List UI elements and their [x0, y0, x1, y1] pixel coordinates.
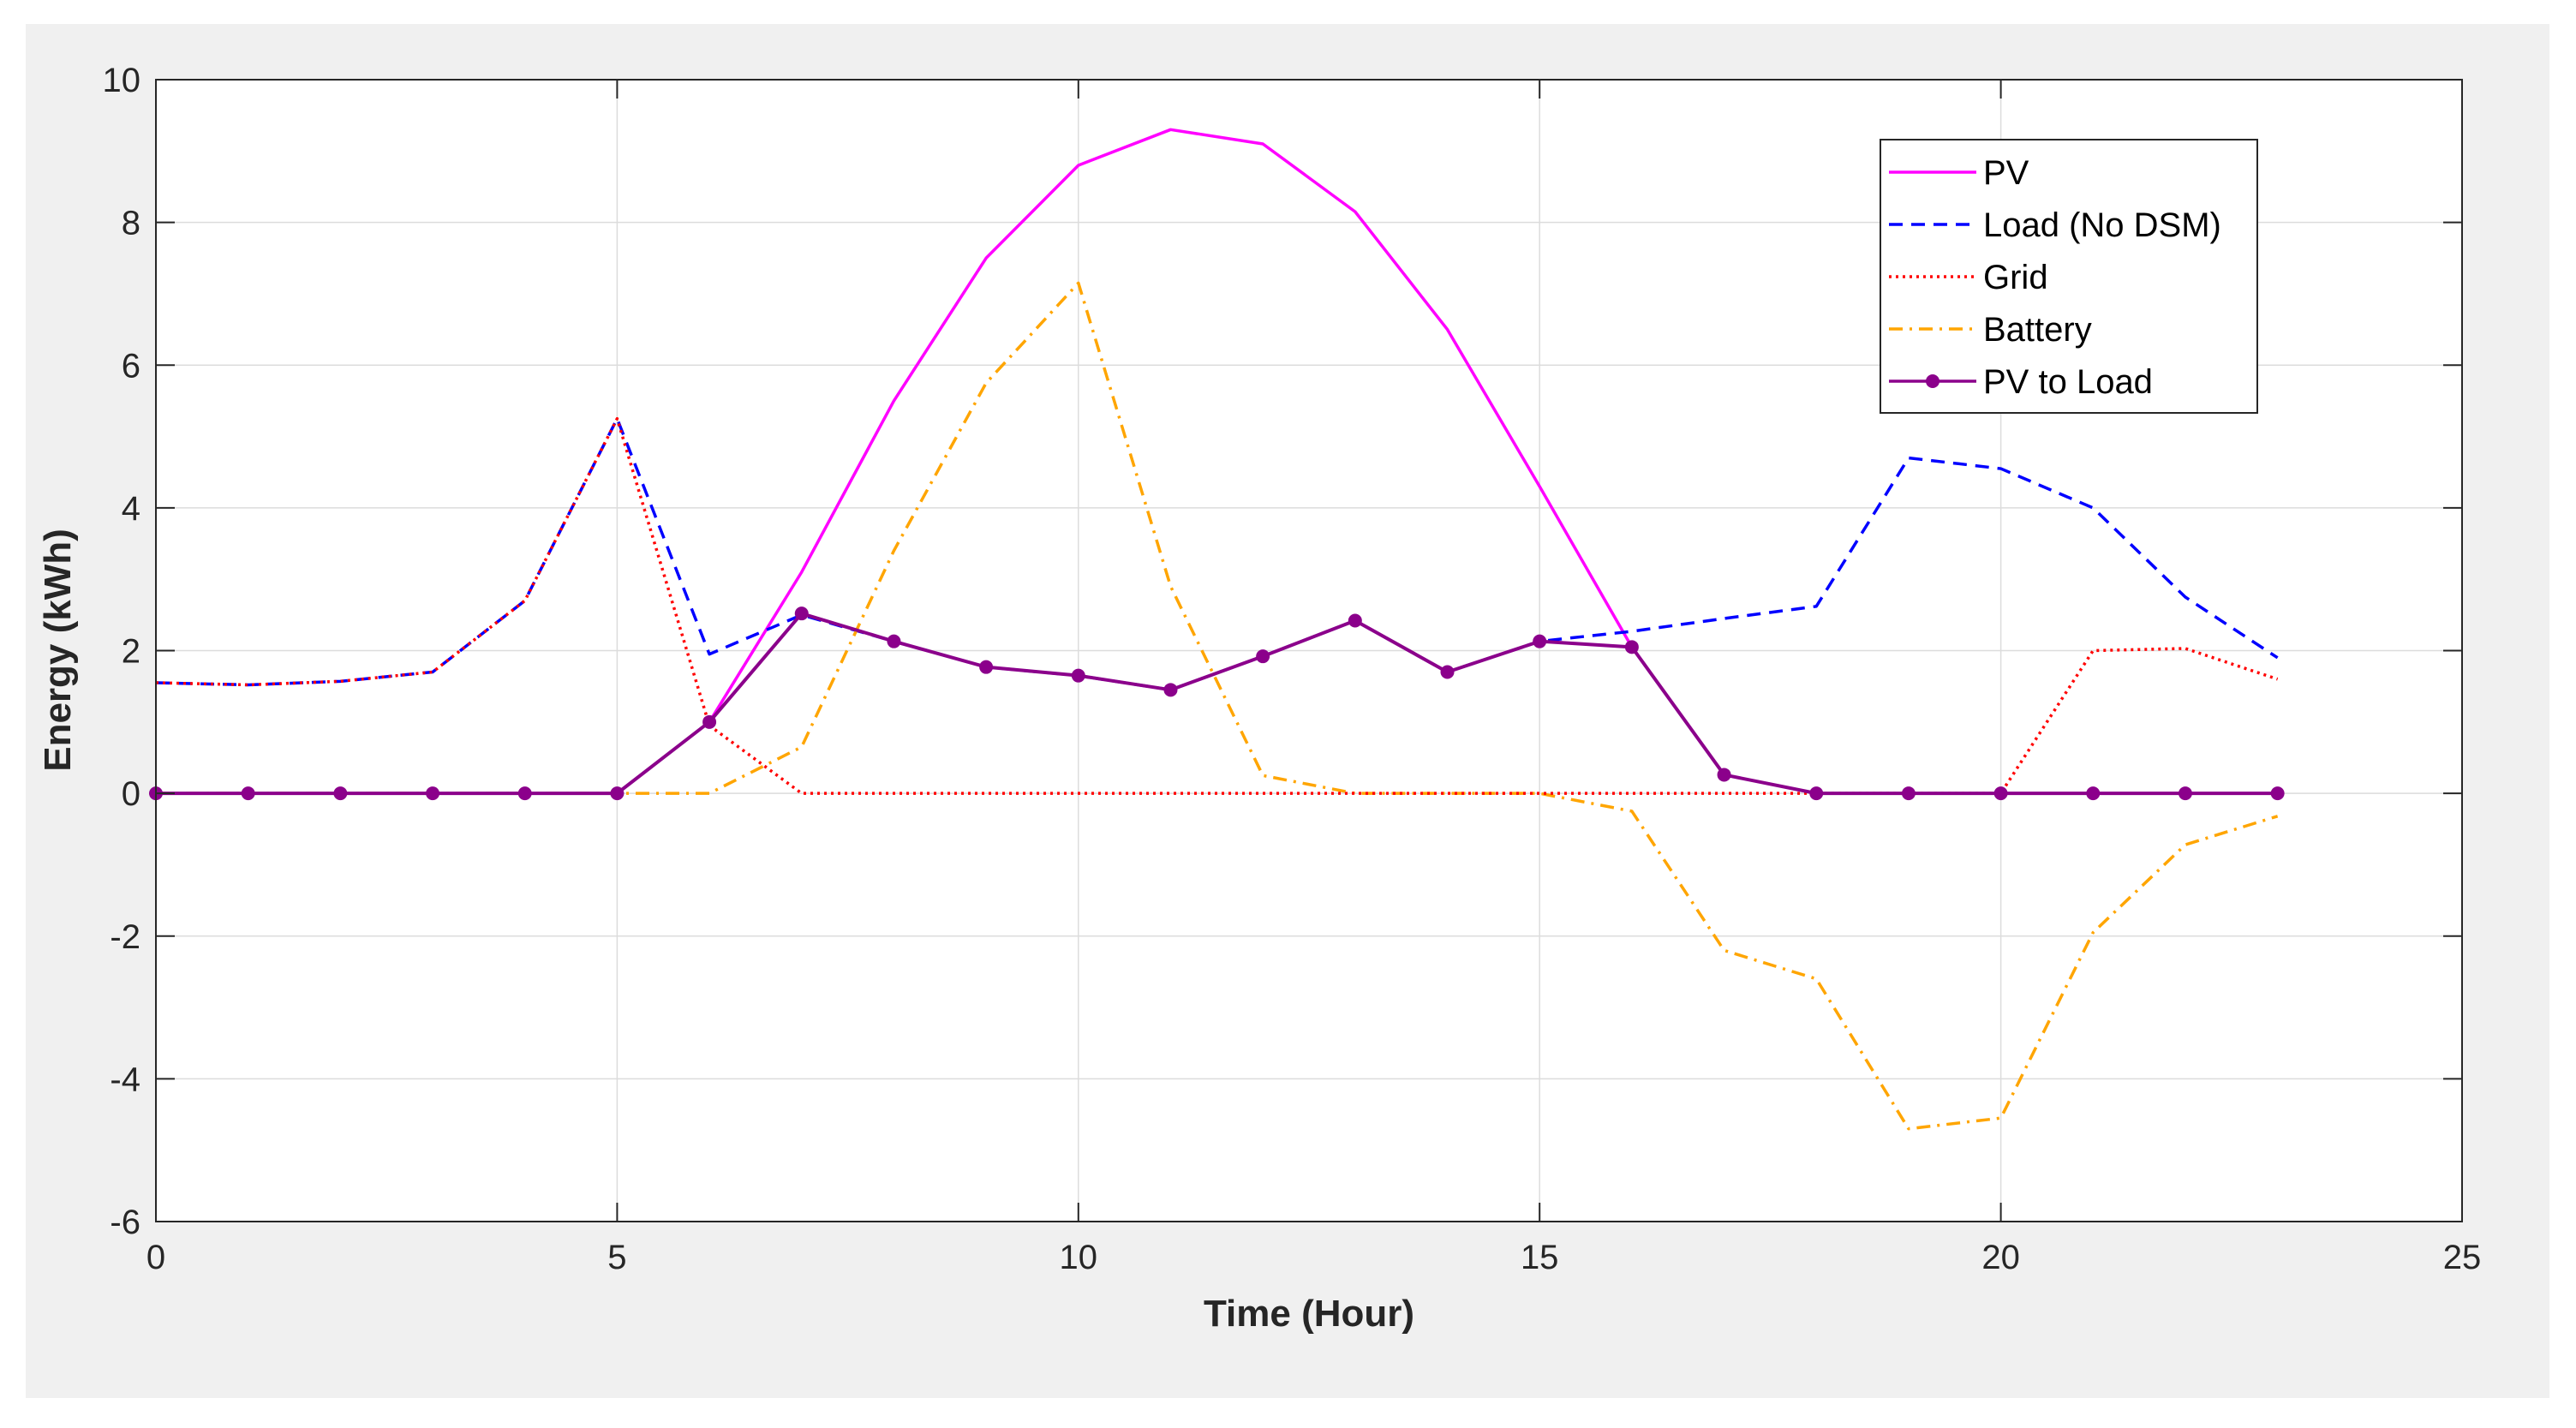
data-point-pv-to-load [610, 786, 625, 801]
legend-label-pv: PV [1983, 154, 2029, 192]
legend-label-load-no-dsm: Load (No DSM) [1983, 206, 2221, 244]
data-point-pv-to-load [794, 606, 809, 621]
legend-label-pv-to-load: PV to Load [1983, 363, 2153, 401]
y-tick-label: -4 [110, 1061, 140, 1098]
data-point-pv-to-load [1533, 634, 1547, 648]
series-line-pv [708, 128, 1634, 723]
x-tick-label: 25 [2443, 1239, 2482, 1276]
data-point-pv-to-load [1901, 786, 1916, 801]
data-point-pv-to-load [1809, 786, 1824, 801]
x-axis-label: Time (Hour) [1204, 1293, 1414, 1335]
legend-label-grid: Grid [1983, 259, 2048, 296]
data-point-pv-to-load [887, 634, 901, 648]
x-tick-label: 0 [146, 1239, 165, 1276]
data-point-pv-to-load [1163, 683, 1178, 697]
y-tick-label: 10 [103, 62, 141, 99]
y-tick-label: 2 [122, 633, 140, 671]
data-point-pv-to-load [517, 786, 532, 801]
series-line-grid [155, 416, 2279, 795]
data-point-pv-to-load [1256, 649, 1270, 664]
data-point-pv-to-load [241, 786, 255, 801]
series-lines [149, 128, 2285, 1131]
data-point-pv-to-load [426, 786, 440, 801]
series-line-pv-to-load [156, 612, 2278, 796]
data-point-pv-to-load [1624, 640, 1639, 654]
legend-label-battery: Battery [1983, 311, 2092, 349]
legend-box [1880, 139, 2258, 414]
y-tick-label: 6 [122, 347, 140, 385]
data-point-pv-to-load [979, 660, 994, 674]
y-tick-label: 0 [122, 775, 140, 813]
data-point-pv-to-load [1348, 613, 1362, 628]
y-tick-label: -2 [110, 918, 140, 956]
y-axis-label: Energy (kWh) [37, 529, 79, 772]
x-tick-label: 5 [607, 1239, 626, 1276]
data-point-pv-to-load [1993, 786, 2008, 801]
x-tick-label: 20 [1981, 1239, 2020, 1276]
data-point-pv-to-load [2270, 786, 2285, 801]
line-chart: 0 5 10 15 20 25 -6 -4 -2 0 2 4 6 8 10 Time (Hour) Ener… [37, 62, 2482, 1335]
figure-background: 0 5 10 15 20 25 -6 -4 -2 0 2 4 6 8 10 Time (Hour) Ener… [26, 24, 2549, 1398]
data-point-pv-to-load [1717, 768, 1731, 782]
axis-ticks: 0 5 10 15 20 25 -6 -4 -2 0 2 4 6 8 10 [103, 62, 2482, 1276]
y-tick-label: 4 [122, 490, 140, 528]
data-point-pv-to-load [702, 714, 717, 729]
legend-marker-pv-to-load [1926, 374, 1939, 388]
legend: PV Load (No DSM) Grid Battery PV to Load [1880, 139, 2258, 414]
data-point-pv-to-load [1440, 665, 1455, 679]
x-tick-label: 15 [1521, 1239, 1559, 1276]
data-point-pv-to-load [2086, 786, 2101, 801]
x-tick-label: 10 [1060, 1239, 1098, 1276]
series-line-battery [156, 281, 2279, 1131]
y-tick-label: -6 [110, 1204, 140, 1241]
data-point-pv-to-load [1071, 668, 1085, 683]
y-tick-label: 8 [122, 205, 140, 242]
data-point-pv-to-load [2178, 786, 2192, 801]
data-point-pv-to-load [333, 786, 348, 801]
